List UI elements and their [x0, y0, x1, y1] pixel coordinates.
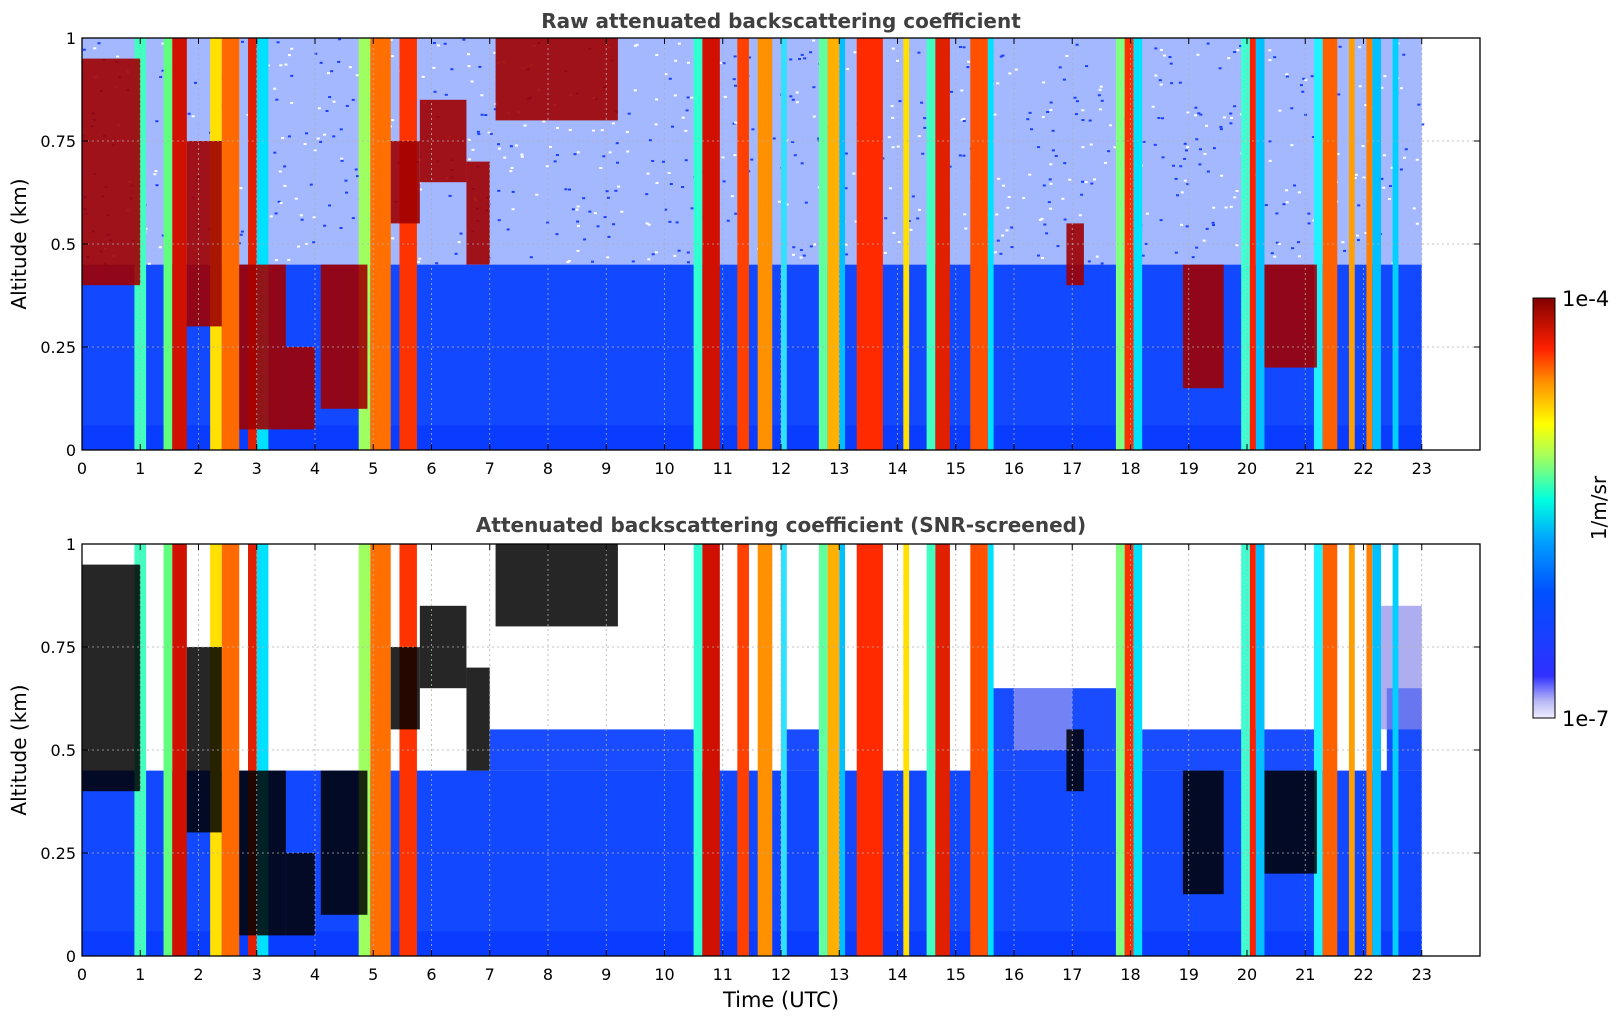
x-tick-label: 20	[1237, 965, 1257, 984]
x-tick-label: 10	[654, 459, 674, 478]
x-tick-label: 5	[368, 459, 378, 478]
x-tick-label: 20	[1237, 459, 1257, 478]
x-tick-label: 15	[946, 965, 966, 984]
x-tick-label: 8	[543, 965, 553, 984]
y-tick-label: 0	[66, 947, 76, 966]
x-tick-label: 0	[77, 459, 87, 478]
y-tick-label: 1	[66, 29, 76, 48]
grid	[82, 38, 1480, 450]
x-tick-label: 9	[601, 459, 611, 478]
y-tick-label: 0.25	[40, 844, 76, 863]
x-tick-label: 19	[1179, 459, 1199, 478]
x-tick-label: 4	[310, 965, 320, 984]
x-tick-label: 18	[1120, 459, 1140, 478]
x-tick-label: 2	[193, 459, 203, 478]
x-tick-label: 23	[1412, 459, 1432, 478]
y-axis: 0 0.25 0.5 0.75 1	[40, 29, 1480, 460]
panel-raw: Raw attenuated backscattering coefficien…	[7, 9, 1481, 478]
x-tick-label: 12	[771, 965, 791, 984]
panel-snr-screened: Attenuated backscattering coefficient (S…	[7, 513, 1481, 1012]
x-tick-label: 0	[77, 965, 87, 984]
y-tick-label: 0.75	[40, 132, 76, 151]
y-axis: 0 0.25 0.5 0.75 1	[40, 535, 1480, 966]
x-tick-label: 3	[252, 459, 262, 478]
x-axis: 0 1 2 3 4 5 6 7 8 9 10 11 12 13 14 15 16 17 18 19 20 21 22 23	[77, 38, 1432, 478]
x-tick-label: 16	[1004, 965, 1024, 984]
y-tick-label: 0.75	[40, 638, 76, 657]
x-tick-label: 23	[1412, 965, 1432, 984]
x-tick-label: 16	[1004, 459, 1024, 478]
x-tick-label: 14	[887, 459, 907, 478]
x-tick-label: 15	[946, 459, 966, 478]
x-tick-label: 22	[1353, 965, 1373, 984]
x-tick-label: 13	[829, 965, 849, 984]
x-tick-label: 12	[771, 459, 791, 478]
x-axis: 0 1 2 3 4 5 6 7 8 9 10 11 12 13 14 15 16 17 18 19 20 21 22 23	[77, 544, 1432, 984]
x-tick-label: 1	[135, 459, 145, 478]
x-tick-label: 18	[1120, 965, 1140, 984]
x-tick-label: 17	[1062, 965, 1082, 984]
x-axis-label: Time (UTC)	[722, 988, 839, 1012]
x-tick-label: 19	[1179, 965, 1199, 984]
x-tick-label: 2	[193, 965, 203, 984]
x-tick-label: 22	[1353, 459, 1373, 478]
x-tick-label: 7	[485, 965, 495, 984]
colorbar-min-label: 1e-7	[1562, 707, 1609, 731]
x-tick-label: 10	[654, 965, 674, 984]
x-tick-label: 4	[310, 459, 320, 478]
x-tick-label: 5	[368, 965, 378, 984]
y-axis-label: Altitude (km)	[7, 684, 31, 815]
x-tick-label: 13	[829, 459, 849, 478]
y-tick-label: 0.5	[51, 741, 76, 760]
colorbar: 1e-4 1e-7 1/m/sr	[1532, 287, 1611, 731]
x-tick-label: 21	[1295, 965, 1315, 984]
y-tick-label: 0.25	[40, 338, 76, 357]
x-tick-label: 1	[135, 965, 145, 984]
panel-title: Raw attenuated backscattering coefficien…	[541, 9, 1021, 33]
x-tick-label: 17	[1062, 459, 1082, 478]
x-tick-label: 21	[1295, 459, 1315, 478]
grid	[82, 544, 1480, 956]
x-tick-label: 6	[426, 459, 436, 478]
y-tick-label: 0.5	[51, 235, 76, 254]
colorbar-max-label: 1e-4	[1562, 287, 1609, 311]
colorbar-unit-label: 1/m/sr	[1587, 475, 1611, 540]
panel-title: Attenuated backscattering coefficient (S…	[476, 513, 1086, 537]
x-tick-label: 11	[713, 459, 733, 478]
colorbar-gradient	[1532, 297, 1556, 719]
x-tick-label: 9	[601, 965, 611, 984]
y-axis-label: Altitude (km)	[7, 178, 31, 309]
y-tick-label: 1	[66, 535, 76, 554]
x-tick-label: 6	[426, 965, 436, 984]
x-tick-label: 8	[543, 459, 553, 478]
x-tick-label: 11	[713, 965, 733, 984]
x-tick-label: 14	[887, 965, 907, 984]
x-tick-label: 3	[252, 965, 262, 984]
y-tick-label: 0	[66, 441, 76, 460]
x-tick-label: 7	[485, 459, 495, 478]
